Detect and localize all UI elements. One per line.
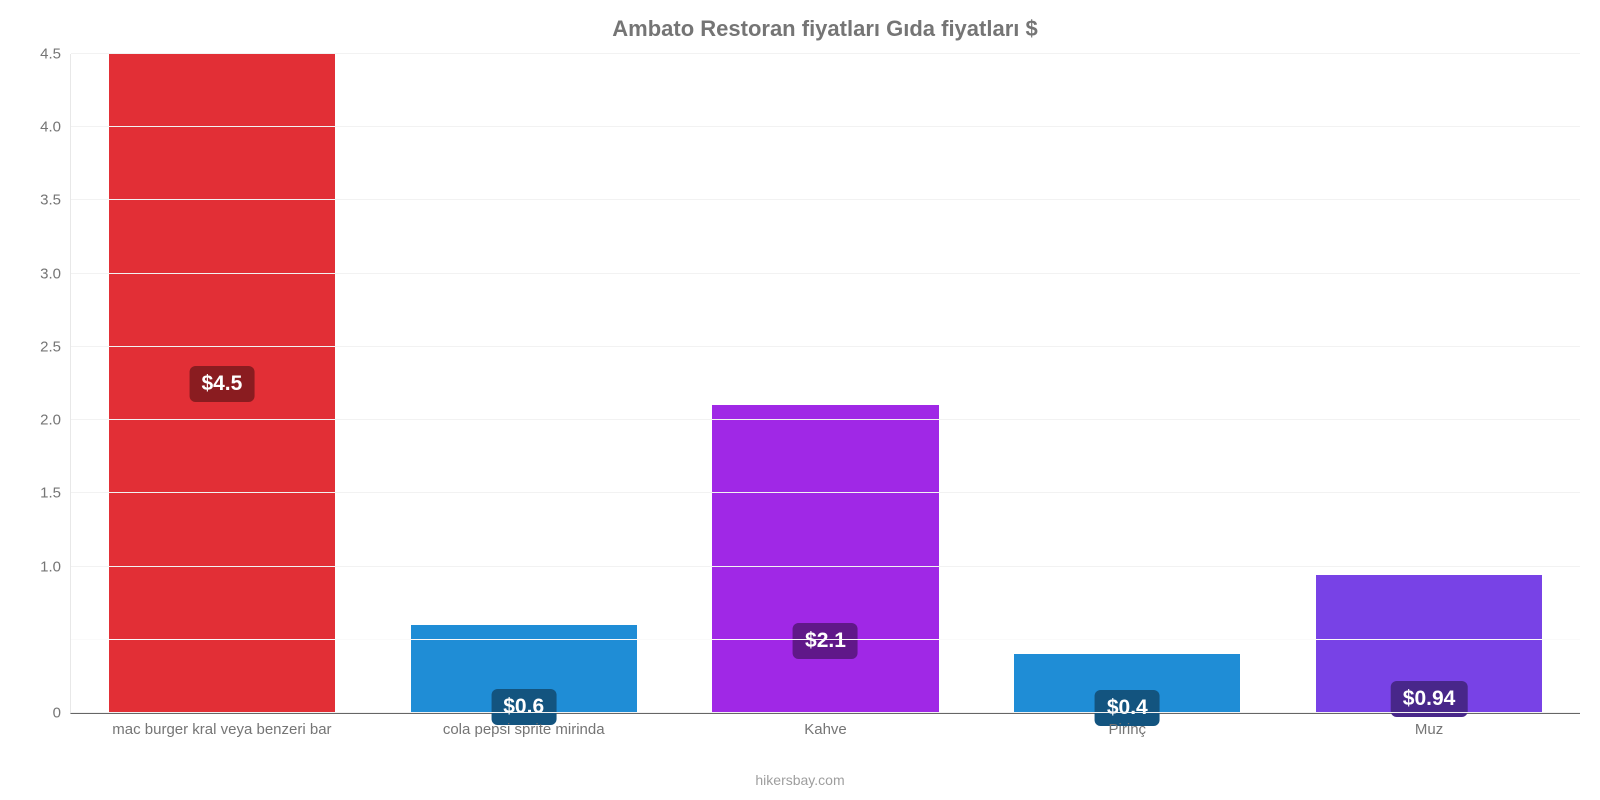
- y-tick-label: 0: [53, 705, 71, 722]
- chart-title: Ambato Restoran fiyatları Gıda fiyatları…: [70, 16, 1580, 42]
- y-tick-label: 3.5: [40, 192, 71, 209]
- y-tick-label: 2.0: [40, 412, 71, 429]
- y-tick-label: 4.5: [40, 46, 71, 63]
- chart-container: Ambato Restoran fiyatları Gıda fiyatları…: [0, 0, 1600, 800]
- y-tick-label: 2.5: [40, 338, 71, 355]
- bar: $0.94: [1316, 575, 1542, 713]
- bars-group: $4.5 $0.6 $2.1 $0.4 $0.94: [71, 54, 1580, 713]
- gridline: [71, 419, 1580, 420]
- gridline: [71, 492, 1580, 493]
- x-tick-label: mac burger kral veya benzeri bar: [71, 713, 373, 738]
- bar: $2.1: [712, 405, 938, 713]
- gridline: [71, 53, 1580, 54]
- bar-slot: $0.94: [1278, 54, 1580, 713]
- bar-slot: $0.6: [373, 54, 675, 713]
- x-tick-label: Muz: [1278, 713, 1580, 738]
- x-tick-label: Kahve: [675, 713, 977, 738]
- y-tick-label: 1.5: [40, 485, 71, 502]
- bar: $0.4: [1014, 654, 1240, 713]
- bar-slot: $2.1: [675, 54, 977, 713]
- y-tick-label: 3.0: [40, 265, 71, 282]
- gridline: [71, 566, 1580, 567]
- x-tick-label: cola pepsi sprite mirinda: [373, 713, 675, 738]
- gridline: [71, 712, 1580, 713]
- y-tick-label: 1.0: [40, 558, 71, 575]
- bar-value-label: $2.1: [793, 623, 858, 659]
- plot-area: $4.5$0.6$2.1$0.4$0.94 mac burger kral ve…: [70, 54, 1580, 714]
- gridline: [71, 273, 1580, 274]
- chart-credit: hikersbay.com: [0, 772, 1600, 788]
- y-tick-label: 4.0: [40, 119, 71, 136]
- bar-value-label: $4.5: [189, 366, 254, 402]
- x-tick-label: Pirinç: [976, 713, 1278, 738]
- gridline: [71, 346, 1580, 347]
- gridline: [71, 126, 1580, 127]
- x-axis-labels: mac burger kral veya benzeri barcola pep…: [71, 713, 1580, 738]
- bar-slot: $0.4: [976, 54, 1278, 713]
- bar: $4.5: [109, 54, 335, 713]
- bar-slot: $4.5: [71, 54, 373, 713]
- gridline: [71, 199, 1580, 200]
- gridline: [71, 639, 1580, 640]
